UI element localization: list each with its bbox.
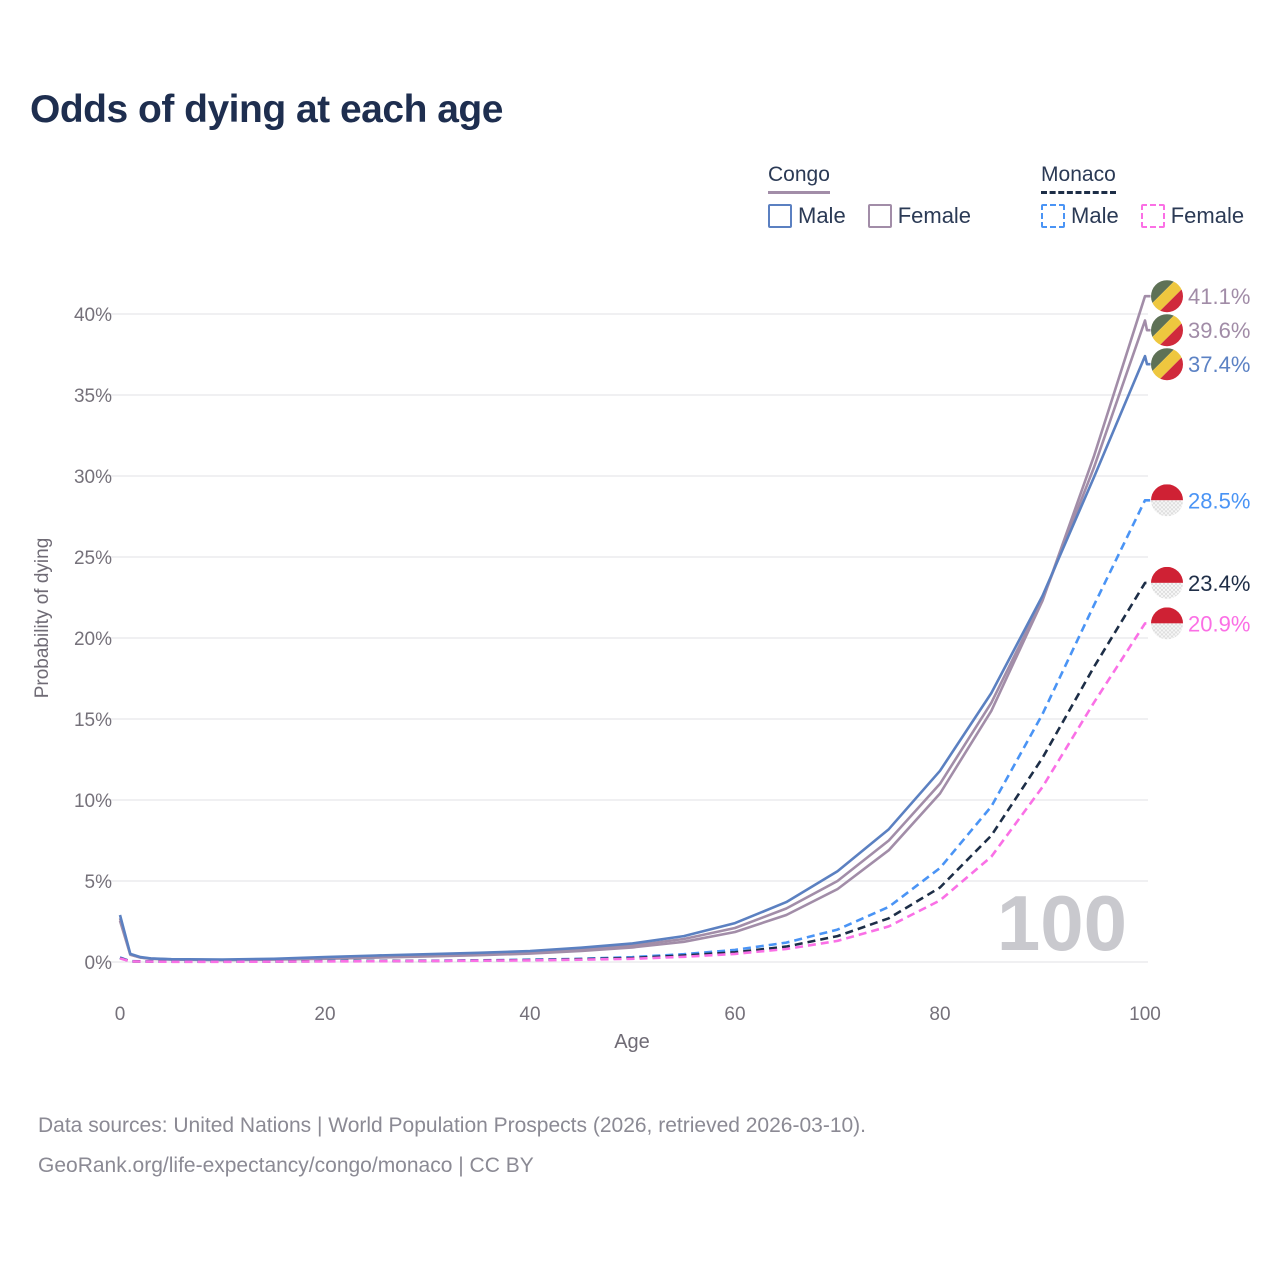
y-tick-label: 0% (85, 953, 113, 974)
x-tick-label: 0 (115, 1004, 126, 1025)
legend-item-monaco-male[interactable]: Male (1041, 203, 1119, 229)
legend-item-label: Female (897, 203, 972, 228)
y-axis-title: Probability of dying (32, 538, 53, 699)
page-title: Odds of dying at each age (30, 88, 503, 131)
series-line-congo-male[interactable] (118, 354, 1151, 961)
x-tick-label: 100 (1129, 1004, 1161, 1025)
legend-group-monaco: Monaco Male Female (1041, 163, 1244, 229)
x-tick-label: 20 (314, 1004, 335, 1025)
y-tick-label: 30% (74, 467, 112, 488)
x-tick-label: 60 (724, 1004, 745, 1025)
series-line-congo-both[interactable] (118, 319, 1151, 962)
y-tick-label: 40% (74, 305, 112, 326)
legend-item-label: Male (1071, 203, 1119, 228)
legend-swatch-monaco-male-icon (1041, 204, 1066, 228)
x-tick-label: 40 (519, 1004, 540, 1025)
age-marker-watermark: 100 (997, 879, 1127, 967)
legend: Congo Male Female Monaco Male (768, 163, 1244, 229)
series-line-congo-female[interactable] (118, 294, 1151, 962)
series-line-monaco-female[interactable] (119, 622, 1151, 964)
legend-country-congo: Congo (768, 163, 830, 194)
flag-congo-icon (1150, 279, 1184, 313)
y-tick-label: 35% (74, 386, 112, 407)
legend-group-congo: Congo Male Female (768, 163, 971, 229)
y-tick-label: 10% (74, 791, 112, 812)
flag-monaco-icon (1150, 566, 1184, 600)
legend-items-monaco: Male Female (1041, 203, 1244, 229)
footer-data-sources: Data sources: United Nations | World Pop… (38, 1114, 867, 1137)
flag-monaco-icon (1150, 483, 1184, 517)
legend-swatch-congo-female-icon (867, 204, 892, 228)
y-tick-label: 25% (74, 548, 112, 569)
legend-item-congo-male[interactable]: Male (768, 203, 846, 229)
end-label-monaco-both: 23.4% (1188, 571, 1250, 596)
end-label-monaco-female: 20.9% (1188, 611, 1250, 636)
y-tick-label: 5% (85, 872, 113, 893)
legend-item-monaco-female[interactable]: Female (1140, 203, 1245, 229)
end-label-congo-male: 37.4% (1188, 352, 1250, 377)
footer: Data sources: United Nations | World Pop… (38, 1106, 866, 1186)
legend-items-congo: Male Female (768, 203, 971, 229)
flag-congo-icon (1150, 313, 1184, 347)
legend-item-label: Male (798, 203, 846, 228)
flag-congo-icon (1150, 347, 1184, 381)
flag-monaco-icon (1150, 606, 1184, 640)
end-label-congo-both: 39.6% (1188, 318, 1250, 343)
legend-swatch-monaco-female-icon (1140, 204, 1165, 228)
y-tick-label: 20% (74, 629, 112, 650)
x-tick-label: 80 (929, 1004, 950, 1025)
legend-item-label: Female (1170, 203, 1245, 228)
legend-item-congo-female[interactable]: Female (867, 203, 972, 229)
end-label-monaco-male: 28.5% (1188, 488, 1250, 513)
x-axis-title: Age (614, 1031, 650, 1053)
y-tick-label: 15% (74, 710, 112, 731)
legend-country-monaco: Monaco (1041, 163, 1116, 194)
end-label-congo-female: 41.1% (1188, 284, 1250, 309)
footer-attribution: GeoRank.org/life-expectancy/congo/monaco… (38, 1154, 534, 1177)
legend-swatch-congo-male-icon (768, 204, 792, 228)
